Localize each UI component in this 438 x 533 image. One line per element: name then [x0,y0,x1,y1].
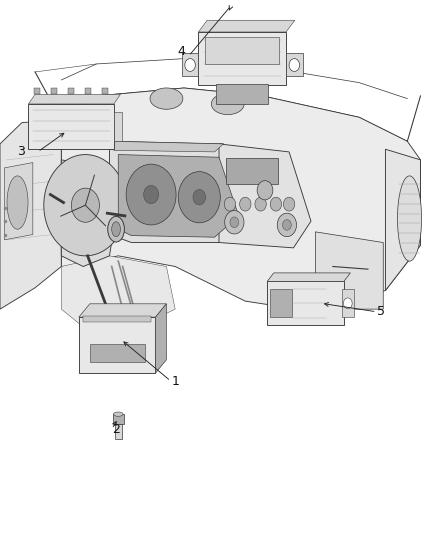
Polygon shape [0,120,61,309]
Circle shape [343,298,352,309]
Polygon shape [182,53,198,76]
Circle shape [224,197,236,211]
Polygon shape [110,141,223,152]
Polygon shape [61,256,175,330]
Polygon shape [118,155,239,237]
Circle shape [240,197,251,211]
Bar [51,88,57,94]
Text: 1: 1 [171,375,179,387]
Polygon shape [198,20,295,32]
Circle shape [283,220,291,230]
Polygon shape [61,88,407,160]
Circle shape [255,197,266,211]
Bar [267,281,344,325]
Circle shape [270,197,282,211]
Circle shape [44,155,127,256]
Bar [198,32,286,85]
Polygon shape [61,88,420,312]
Ellipse shape [7,176,28,229]
Circle shape [185,59,195,71]
Polygon shape [267,273,350,281]
Bar [342,289,354,317]
Text: 2: 2 [112,423,120,435]
Circle shape [144,185,159,204]
Circle shape [126,164,176,225]
Circle shape [230,217,239,228]
Polygon shape [110,141,245,243]
Bar [114,112,122,141]
Ellipse shape [108,216,124,242]
Ellipse shape [398,176,421,261]
Bar [90,344,145,362]
Ellipse shape [113,412,123,416]
Polygon shape [61,160,118,266]
Bar [113,414,124,424]
Bar [205,37,279,64]
Polygon shape [385,149,420,290]
Bar [28,104,114,149]
Polygon shape [315,232,383,309]
Text: 5: 5 [377,305,385,318]
Bar [270,289,292,317]
Ellipse shape [150,88,183,109]
Bar [216,84,268,104]
Polygon shape [79,304,166,317]
Text: 4: 4 [178,45,186,58]
Text: 3: 3 [17,146,25,158]
Bar [67,88,74,94]
Circle shape [71,188,99,222]
Circle shape [283,197,295,211]
Bar [83,316,151,322]
Polygon shape [219,144,311,248]
Ellipse shape [112,222,120,237]
Circle shape [225,211,244,234]
Circle shape [277,213,297,237]
Bar [85,88,91,94]
Circle shape [193,190,205,205]
Bar [102,88,108,94]
Polygon shape [4,163,33,240]
Circle shape [257,181,273,200]
Bar [226,158,278,184]
Bar [79,317,155,373]
Polygon shape [155,304,166,373]
Circle shape [178,172,220,223]
Polygon shape [286,53,303,76]
Circle shape [289,59,300,71]
Ellipse shape [211,93,244,115]
Bar [115,424,122,439]
Bar [34,88,40,94]
Polygon shape [28,94,120,104]
